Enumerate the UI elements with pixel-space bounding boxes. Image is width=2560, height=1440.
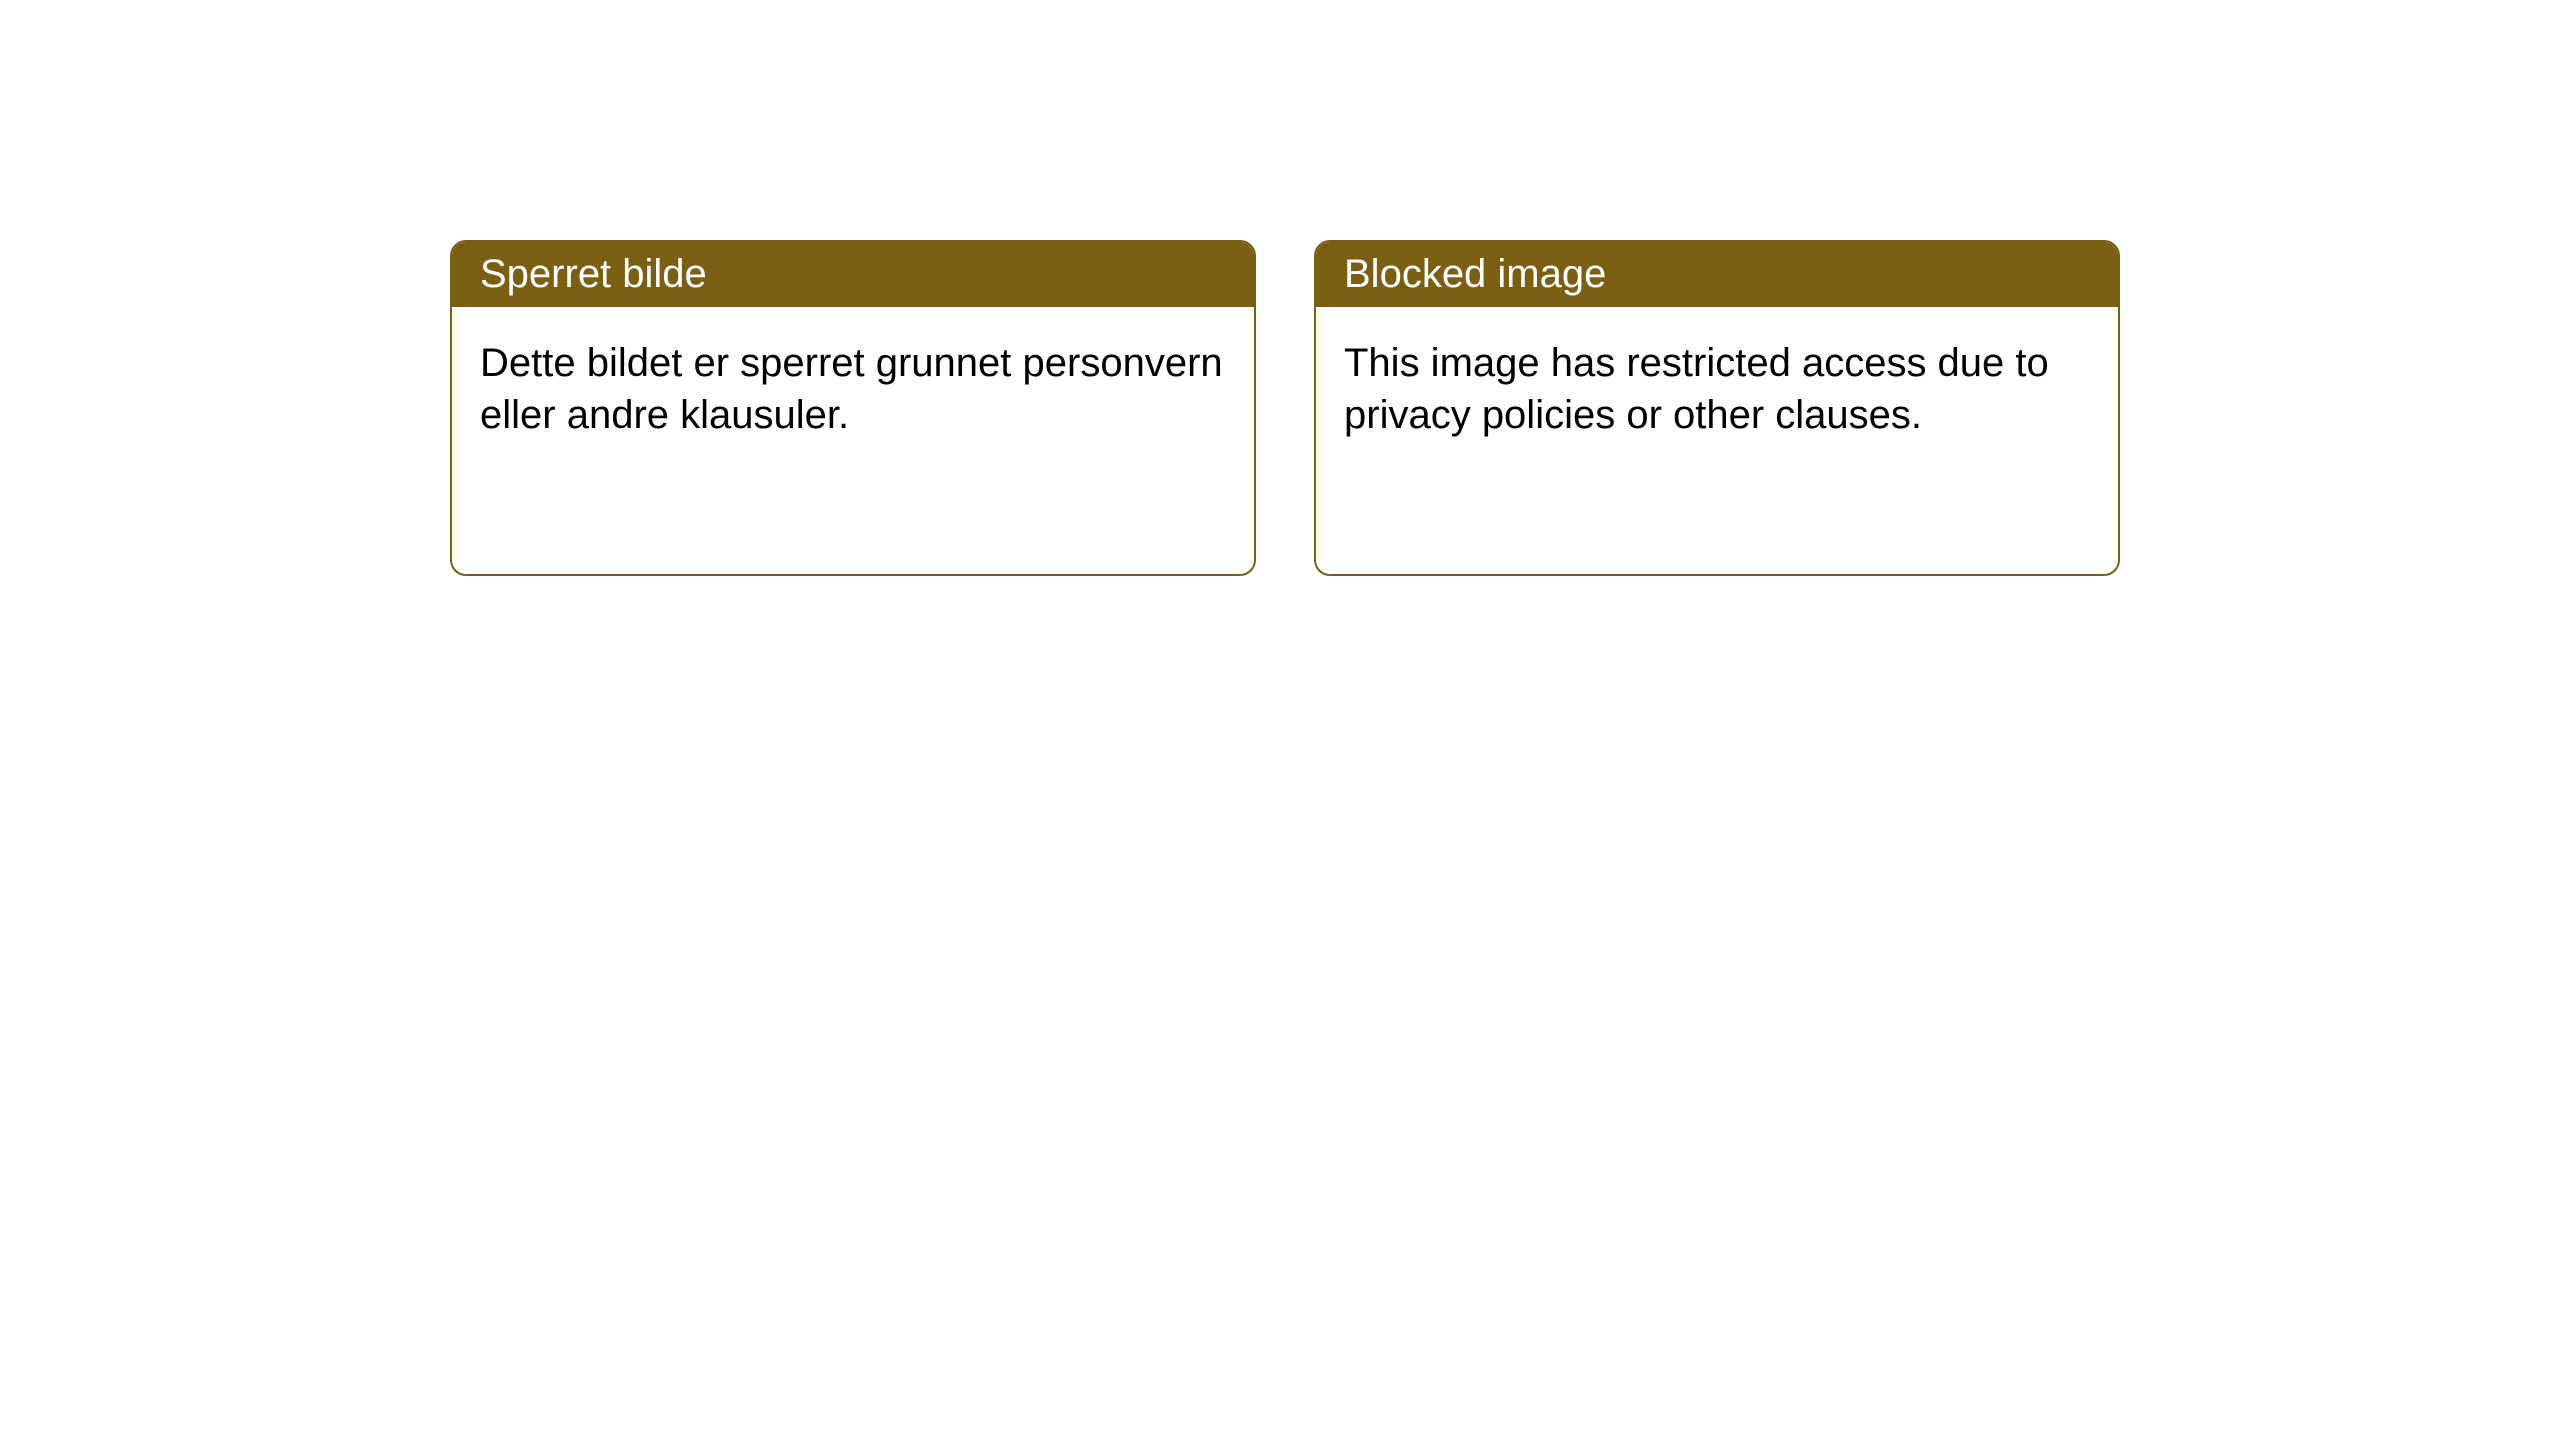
card-title: Blocked image (1344, 252, 1606, 296)
notice-card-english: Blocked image This image has restricted … (1314, 240, 2120, 576)
card-body-text: This image has restricted access due to … (1344, 341, 2049, 437)
card-header: Sperret bilde (452, 242, 1254, 307)
card-body: Dette bildet er sperret grunnet personve… (452, 307, 1254, 471)
card-title: Sperret bilde (480, 252, 707, 296)
card-header: Blocked image (1316, 242, 2118, 307)
card-body: This image has restricted access due to … (1316, 307, 2118, 471)
notice-card-norwegian: Sperret bilde Dette bildet er sperret gr… (450, 240, 1256, 576)
card-body-text: Dette bildet er sperret grunnet personve… (480, 341, 1223, 437)
notice-container: Sperret bilde Dette bildet er sperret gr… (0, 0, 2560, 576)
